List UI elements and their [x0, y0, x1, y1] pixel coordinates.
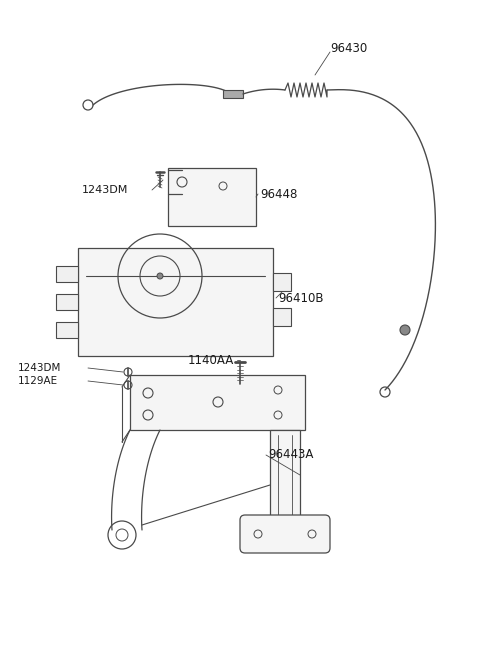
Bar — [168, 168, 256, 226]
Bar — [270, 430, 300, 520]
Bar — [273, 308, 291, 326]
Bar — [130, 375, 305, 430]
Bar — [273, 273, 291, 291]
Bar — [56, 266, 78, 282]
FancyBboxPatch shape — [240, 515, 330, 553]
Bar — [223, 90, 243, 98]
Text: 1140AA: 1140AA — [188, 354, 234, 367]
Text: 96448: 96448 — [260, 187, 298, 200]
Circle shape — [400, 325, 410, 335]
Text: 1129AE: 1129AE — [18, 376, 58, 386]
Text: 1243DM: 1243DM — [82, 185, 128, 195]
Bar — [78, 248, 273, 356]
Text: 96430: 96430 — [330, 41, 367, 54]
Text: 96443A: 96443A — [268, 449, 313, 462]
Bar — [56, 294, 78, 310]
Text: 1243DM: 1243DM — [18, 363, 61, 373]
Text: 96410B: 96410B — [278, 291, 324, 305]
Circle shape — [157, 273, 163, 279]
Bar — [56, 322, 78, 338]
